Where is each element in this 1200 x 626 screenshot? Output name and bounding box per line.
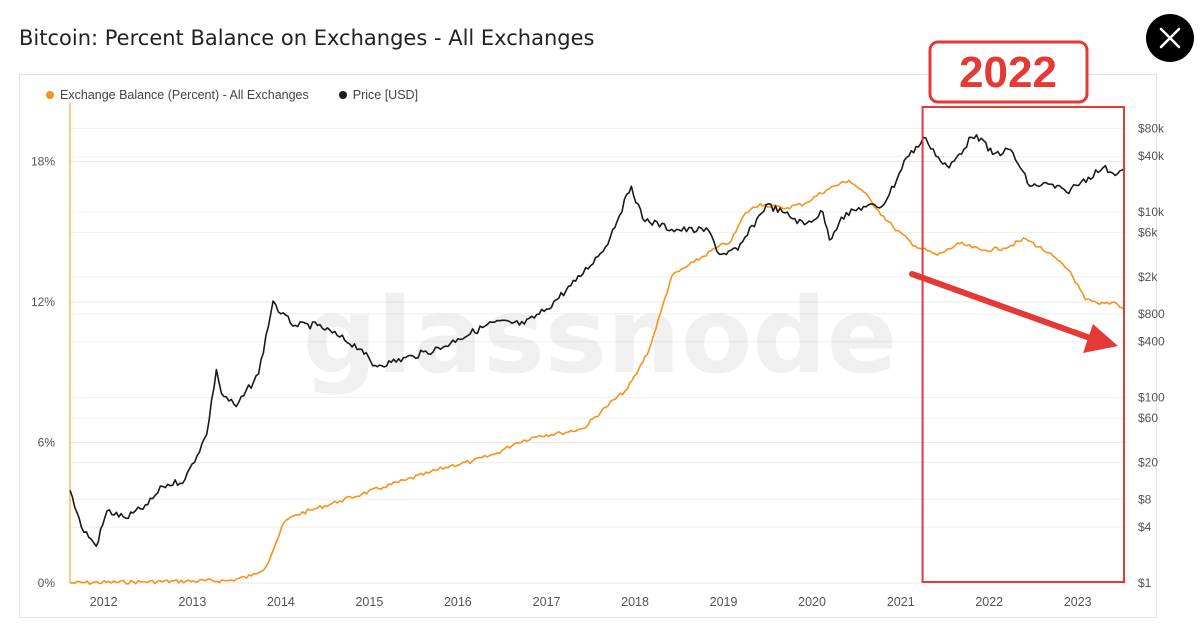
annotation-label-box [928,40,1089,104]
y-right-tick-label: $10k [1138,205,1165,219]
legend-item-price[interactable]: Price [USD] [338,88,419,102]
x-tick-label: 2014 [267,595,295,609]
y-right-tick-label: $100 [1138,391,1165,405]
legend-label-price: Price [USD] [352,88,419,102]
page-title: Bitcoin: Percent Balance on Exchanges - … [19,26,595,50]
series-line-balance [69,179,1126,585]
x-tick-label: 2016 [444,595,472,609]
y-left-tick-label: 18% [31,155,55,169]
legend-dot-balance [46,91,54,99]
y-right-tick-label: $400 [1138,335,1165,349]
annotation-label: 2022 [959,48,1057,97]
x-tick-label: 2019 [710,595,738,609]
x-tick-label: 2020 [798,595,826,609]
x-tick-label: 2013 [179,595,207,609]
legend-dot-price [338,91,347,99]
x-tick-label: 2023 [1064,595,1092,609]
y-right-tick-label: $4 [1138,520,1152,534]
y-right-tick-label: $2k [1138,270,1158,284]
annotation-arrow-head [1083,324,1118,353]
legend-label-balance: Exchange Balance (Percent) - All Exchang… [60,88,309,102]
y-right-tick-label: $6k [1138,226,1158,240]
y-right-tick-label: $40k [1138,149,1165,163]
x-tick-label: 2021 [887,595,915,609]
x-tick-label: 2015 [355,595,383,609]
legend-item-balance[interactable]: Exchange Balance (Percent) - All Exchang… [46,88,309,102]
x-tick-label: 2018 [621,595,649,609]
annotation-arrow-shaft [909,271,1093,341]
close-icon [1159,27,1181,49]
chart-legend: Exchange Balance (Percent) - All Exchang… [46,88,418,102]
y-left-tick-label: 6% [38,436,56,450]
y-right-tick-label: $20 [1138,455,1158,469]
watermark: glassnode [303,275,898,397]
x-tick-label: 2012 [90,595,118,609]
x-tick-label: 2017 [533,595,561,609]
y-right-tick-label: $1 [1138,576,1152,590]
y-right-tick-label: $8 [1138,492,1152,506]
y-left-tick-label: 0% [38,576,56,590]
highlight-box [921,106,1125,583]
y-right-tick-label: $60 [1138,411,1158,425]
y-right-tick-label: $80k [1138,121,1165,135]
y-right-tick-label: $800 [1138,307,1165,321]
close-button[interactable] [1146,14,1194,62]
chart-panel [19,74,1157,618]
y-left-tick-label: 12% [31,295,55,309]
x-tick-label: 2022 [975,595,1003,609]
series-line-price [69,134,1126,547]
